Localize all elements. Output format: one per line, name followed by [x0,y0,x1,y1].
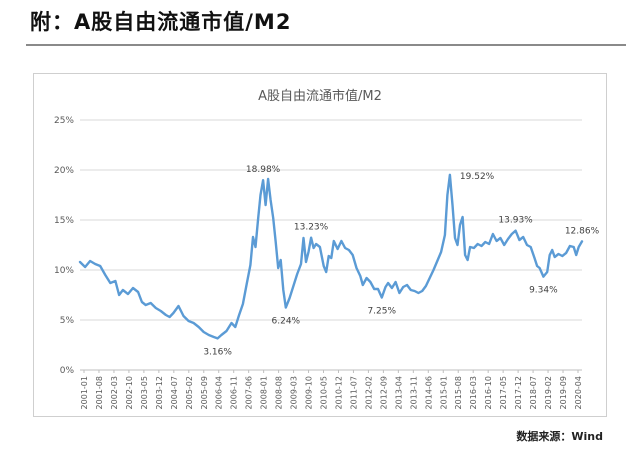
x-tick-label: 2006-04 [215,376,224,409]
x-tick-label: 2010-05 [320,376,329,409]
y-tick-label: 5% [60,316,75,326]
x-tick-label: 2009-10 [305,376,314,409]
x-tick-label: 2017-05 [499,376,508,409]
x-tick-label: 2012-02 [364,376,373,409]
x-tick-label: 2001-08 [95,376,104,409]
x-tick-label: 2009-03 [290,376,299,409]
x-tick-label: 2002-10 [125,376,134,409]
y-tick-label: 0% [60,366,75,376]
x-tick-label: 2008-08 [275,376,284,409]
y-tick-label: 10% [54,266,74,276]
x-tick-label: 2002-03 [110,376,119,409]
title-divider [26,44,626,46]
x-tick-label: 2015-08 [454,376,463,409]
x-tick-label: 2007-06 [245,376,254,409]
data-label: 19.52% [460,172,495,182]
y-axis-ticks: 0% 5% 10% 15% 20% 25% [54,116,74,376]
x-tick-label: 2019-09 [559,376,568,409]
data-labels: 3.16% 18.98% 6.24% 13.23% 7.25% 19.52% 13.93% 9… [203,165,599,357]
data-label: 18.98% [246,165,281,175]
x-tick-label: 2014-06 [424,376,433,409]
x-tick-label: 2013-04 [394,376,403,409]
y-tick-label: 25% [54,116,74,126]
x-tick-label: 2003-05 [140,376,149,409]
x-tick-label: 2017-12 [514,376,523,409]
data-label: 3.16% [203,347,232,357]
x-tick-label: 2001-01 [80,376,89,409]
data-label: 7.25% [367,307,396,317]
x-tick-label: 2005-09 [200,376,209,409]
x-tick-label: 2003-12 [155,376,164,409]
y-tick-label: 15% [54,216,74,226]
source-note: 数据来源：Wind [516,430,603,443]
x-tick-label: 2006-11 [230,376,239,409]
data-label: 13.23% [294,223,329,233]
data-label: 12.86% [565,226,600,236]
chart-title: A股自由流通市值/M2 [258,88,382,104]
x-tick-label: 2010-12 [334,376,343,409]
x-tick-label: 2011-07 [349,376,358,409]
x-tick-label: 2008-01 [260,376,269,409]
x-tick-label: 2020-04 [574,376,583,409]
data-label: 13.93% [498,216,533,226]
x-tick-label: 2016-10 [484,376,493,409]
series-line [78,173,584,340]
x-tick-label: 2012-09 [379,376,388,409]
x-tick-label: 2018-07 [529,376,538,409]
x-axis-ticks: 2001-01 2001-08 2002-03 2002-10 2003-05 2003-… [80,370,583,409]
x-tick-label: 2016-03 [469,376,478,409]
x-tick-label: 2004-07 [170,376,179,409]
page-title: 附：A股自由流通市值/M2 [30,10,292,34]
y-tick-label: 20% [54,166,74,176]
x-tick-label: 2005-02 [185,376,194,409]
line-chart: A股自由流通市值/M2 0%5%10%15%20%25% 2001-01 2001… [54,88,600,409]
data-label: 6.24% [272,317,301,327]
x-tick-label: 2019-02 [544,376,553,409]
chart-container: A股自由流通市值/M2 0% 5% 10% 15% 20% 25% 2001-01 2001… [33,73,607,417]
gridlines [80,119,582,371]
x-tick-label: 2013-11 [409,376,418,409]
x-tick-label: 2015-01 [439,376,448,409]
data-label: 9.34% [529,286,558,296]
